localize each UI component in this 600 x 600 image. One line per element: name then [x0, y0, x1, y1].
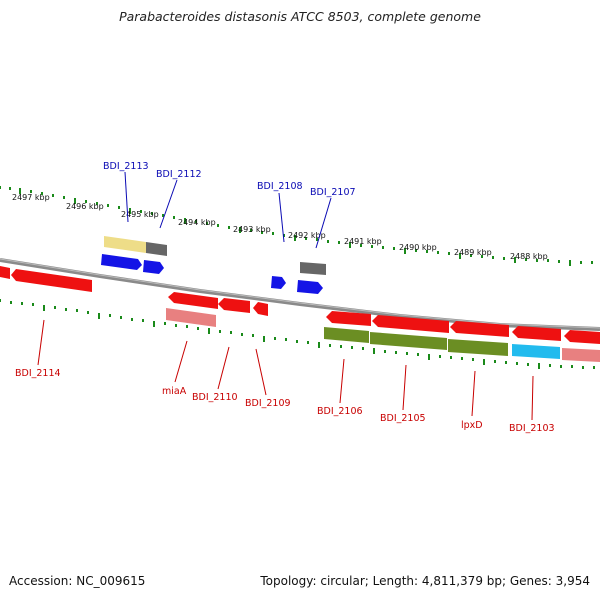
leader-line — [37, 319, 45, 366]
scale-label: 2493 kbp — [233, 225, 271, 234]
gene-arrow-bdi-2108[interactable] — [271, 276, 286, 289]
gene-arrow-partial-right[interactable] — [564, 330, 600, 344]
gene-feature-gray[interactable] — [300, 262, 326, 275]
scale-label: 2496 kbp — [66, 202, 104, 211]
gene-arrow-bdi-2107[interactable] — [297, 280, 323, 294]
gene-arrow-bdi-2105[interactable] — [372, 315, 449, 333]
gene-label[interactable]: BDI_2108 — [257, 181, 303, 192]
outer-tick-row — [0, 186, 593, 266]
gene-arrow-bdi-2110[interactable] — [218, 298, 250, 313]
leader-line — [174, 340, 188, 383]
leader-line — [402, 364, 407, 411]
genome-backbone-highlight — [0, 258, 600, 329]
gene-arrow-bdi-2113[interactable] — [101, 254, 142, 270]
scale-label: 2495 kbp — [121, 210, 159, 219]
gene-feature-olive[interactable] — [324, 327, 369, 343]
accession-text: Accession: NC_009615 — [9, 574, 146, 588]
genome-title: Parabacteroides distasonis ATCC 8503, co… — [119, 9, 481, 24]
gene-label[interactable]: BDI_2112 — [156, 169, 202, 180]
leader-line — [159, 179, 178, 229]
gene-label[interactable]: BDI_2113 — [103, 161, 149, 172]
scale-label: 2494 kbp — [178, 218, 216, 227]
gene-label[interactable]: BDI_2105 — [380, 413, 426, 424]
label-leaders — [37, 171, 534, 421]
reverse-strand-track — [0, 266, 600, 362]
leader-line — [124, 171, 129, 223]
scale-label: 2489 kbp — [454, 248, 492, 257]
gene-label[interactable]: BDI_2114 — [15, 368, 61, 379]
gene-feature-yellow[interactable] — [104, 236, 146, 253]
gene-feature-pink[interactable] — [166, 308, 216, 327]
gene-label[interactable]: BDI_2109 — [245, 398, 291, 409]
reverse-gene-labels: BDI_2114 miaA BDI_2110 BDI_2109 BDI_2106… — [15, 368, 555, 434]
gene-label[interactable]: lpxD — [461, 420, 483, 431]
scale-label: 2488 kbp — [510, 252, 548, 261]
leader-line — [315, 197, 332, 249]
gene-label[interactable]: miaA — [162, 386, 187, 397]
gene-arrow-bdi-2103[interactable] — [512, 326, 561, 341]
inner-tick-row — [0, 299, 595, 369]
genome-summary-text: Topology: circular; Length: 4,811,379 bp… — [260, 574, 590, 588]
gene-arrow-miaa[interactable] — [168, 292, 218, 309]
gene-label[interactable]: BDI_2103 — [509, 423, 555, 434]
leader-line — [531, 375, 534, 421]
gene-arrow-bdi-2114[interactable] — [11, 269, 92, 292]
gene-feature-pink[interactable] — [562, 348, 600, 362]
gene-arrow-partial[interactable] — [0, 266, 10, 279]
gene-arrow-lpxd[interactable] — [450, 321, 509, 337]
gene-arrow-bdi-2106[interactable] — [326, 311, 371, 326]
gene-feature-gray[interactable] — [146, 242, 167, 256]
forward-gene-labels: BDI_2113 BDI_2112 BDI_2108 BDI_2107 — [103, 161, 356, 198]
gene-feature-olive[interactable] — [370, 332, 447, 350]
leader-line — [255, 348, 267, 396]
leader-line — [217, 346, 230, 390]
scale-label: 2497 kbp — [12, 193, 50, 202]
scale-labels: 2497 kbp 2496 kbp 2495 kbp 2494 kbp 2493… — [12, 193, 548, 261]
leader-line — [471, 370, 476, 417]
gene-label[interactable]: BDI_2106 — [317, 406, 363, 417]
gene-label[interactable]: BDI_2107 — [310, 187, 356, 198]
gene-feature-olive[interactable] — [448, 339, 508, 356]
gene-arrow-bdi-2112[interactable] — [143, 260, 164, 274]
gene-label[interactable]: BDI_2110 — [192, 392, 238, 403]
scale-label: 2490 kbp — [399, 243, 437, 252]
forward-strand-track — [101, 236, 326, 294]
leader-line — [278, 192, 285, 243]
scale-label: 2491 kbp — [344, 237, 382, 246]
gene-feature-cyan[interactable] — [512, 344, 560, 359]
scale-label: 2492 kbp — [288, 231, 326, 240]
leader-line — [339, 358, 345, 404]
gene-arrow-bdi-2109[interactable] — [253, 302, 268, 316]
